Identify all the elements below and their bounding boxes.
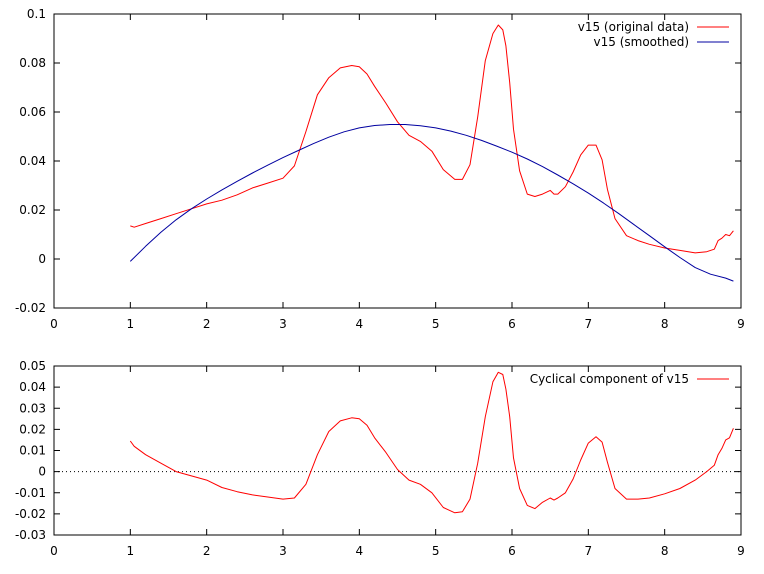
- legend-label: v15 (original data): [578, 20, 689, 34]
- x-tick-label: 6: [508, 317, 516, 331]
- x-tick-label: 4: [356, 544, 364, 558]
- y-tick-label: -0.02: [15, 301, 46, 315]
- x-tick-label: 5: [432, 544, 440, 558]
- bottom-panel-cyclical-component: -0.03 -0.02 -0.01 0 0.01 0.02 0.03 0.04 0.05 0 1 2 3…: [15, 359, 745, 558]
- y-tick-label: -0.01: [15, 486, 46, 500]
- x-tick-label: 3: [279, 544, 287, 558]
- x-tick-label: 0: [50, 317, 58, 331]
- x-tick-label: 1: [127, 317, 135, 331]
- legend-label: v15 (smoothed): [594, 35, 689, 49]
- y-tick-label: 0.02: [19, 203, 46, 217]
- series-line-1: [129, 371, 734, 514]
- x-tick-label: 0: [50, 544, 58, 558]
- x-tick-label: 7: [585, 544, 593, 558]
- y-tick-label: 0: [38, 465, 46, 479]
- x-tick-label: 9: [737, 317, 745, 331]
- x-tick-label: 1: [127, 544, 135, 558]
- y-tick-label: 0.04: [19, 154, 46, 168]
- y-tick-label: 0.03: [19, 401, 46, 415]
- series-line-2: [129, 124, 734, 282]
- y-tick-label: -0.02: [15, 507, 46, 521]
- y-tick-label: 0.05: [19, 359, 46, 373]
- x-tick-label: 2: [203, 544, 211, 558]
- series-line-1: [130, 24, 734, 254]
- x-tick-label: 5: [432, 317, 440, 331]
- y-tick-label: 0.02: [19, 422, 46, 436]
- y-tick-label: 0: [38, 252, 46, 266]
- x-tick-label: 2: [203, 317, 211, 331]
- x-tick-label: 6: [508, 544, 516, 558]
- legend-label: Cyclical component of v15: [530, 372, 689, 386]
- plot-frame: [53, 13, 742, 309]
- x-tick-label: 8: [661, 317, 669, 331]
- y-tick-label: 0.08: [19, 56, 46, 70]
- y-tick-label: 0.1: [27, 7, 46, 21]
- x-tick-label: 7: [585, 317, 593, 331]
- x-tick-label: 3: [279, 317, 287, 331]
- x-tick-label: 9: [737, 544, 745, 558]
- y-tick-label: -0.03: [15, 528, 46, 542]
- y-tick-label: 0.04: [19, 380, 46, 394]
- y-tick-label: 0.06: [19, 105, 46, 119]
- x-tick-label: 8: [661, 544, 669, 558]
- top-panel-original-and-smoothed: -0.02 0 0.02 0.04 0.06 0.08 0.1 0 1 2 3 4 5 6 7 8 9 v15 (…: [15, 7, 745, 331]
- x-tick-label: 4: [356, 317, 364, 331]
- plot-frame: [53, 365, 742, 536]
- y-tick-label: 0.01: [19, 444, 46, 458]
